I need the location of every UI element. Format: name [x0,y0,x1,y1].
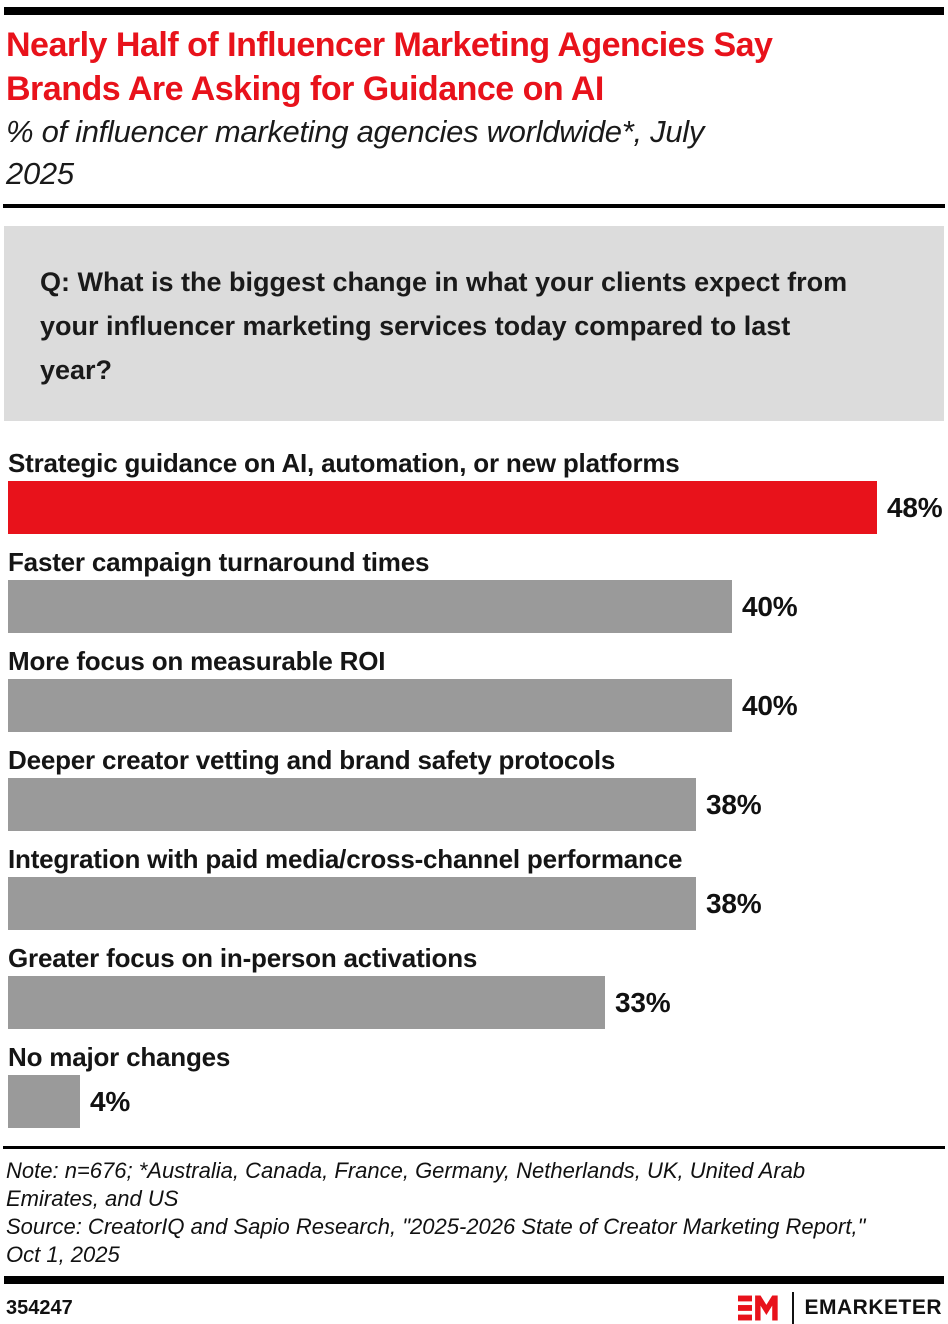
header: Nearly Half of Influencer Marketing Agen… [6,23,942,195]
bar [8,481,877,534]
bar-value-label: 38% [706,887,762,919]
footer-rule [4,1276,944,1284]
bar-track: 38% [8,778,940,831]
emarketer-monogram-icon [738,1295,779,1321]
source-line-2: Oct 1, 2025 [6,1242,120,1267]
top-rule [4,7,944,15]
subtitle-line-2: 2025 [6,156,74,191]
chart-row: More focus on measurable ROI 40% [8,645,940,732]
bar-track: 40% [8,580,940,633]
header-rule [3,204,945,208]
page-title: Nearly Half of Influencer Marketing Agen… [6,23,942,111]
bar [8,976,605,1029]
bar-track: 38% [8,877,940,930]
footnote: Note: n=676; *Australia, Canada, France,… [6,1157,942,1269]
bar [8,778,696,831]
bar [8,580,732,633]
note-line-2: Emirates, and US [6,1186,179,1211]
bar-category-label: Greater focus on in-person activations [8,943,478,973]
bar-value-label: 40% [742,590,798,622]
bar [8,679,732,732]
footnote-rule [3,1146,945,1149]
bar-category-label: More focus on measurable ROI [8,646,386,676]
bar-track: 40% [8,679,940,732]
bar-category-label: No major changes [8,1042,231,1072]
bar [8,877,696,930]
subtitle-line-1: % of influencer marketing agencies world… [6,114,705,149]
bar-value-label: 33% [615,986,671,1018]
bar-chart: Strategic guidance on AI, automation, or… [8,447,943,1128]
bar-category-label: Deeper creator vetting and brand safety … [8,745,616,775]
bar [8,1075,80,1128]
bar-value-label: 48% [887,491,943,523]
bar-category-label: Strategic guidance on AI, automation, or… [8,448,680,478]
bar-value-label: 40% [742,689,798,721]
chart-row: Faster campaign turnaround times 40% [8,546,940,633]
source-line-1: Source: CreatorIQ and Sapio Research, "2… [6,1214,866,1239]
bar-value-label: 4% [90,1085,131,1117]
question-line-2: your influencer marketing services today… [40,311,791,341]
chart-row: Greater focus on in-person activations 33… [8,942,940,1029]
note-line-1: Note: n=676; *Australia, Canada, France,… [6,1158,806,1183]
brand-name: EMARKETER [804,1296,942,1319]
chart-id: 354247 [6,1296,73,1319]
chart-row: Strategic guidance on AI, automation, or… [8,447,943,534]
title-line-2: Brands Are Asking for Guidance on AI [6,70,604,108]
chart-row: Deeper creator vetting and brand safety … [8,744,940,831]
bar-category-label: Integration with paid media/cross-channe… [8,844,683,874]
bar-track: 48% [8,481,943,534]
chart-row: Integration with paid media/cross-channe… [8,843,940,930]
question-line-3: year? [40,355,113,385]
bar-track: 33% [8,976,940,1029]
survey-question-box: Q: What is the biggest change in what yo… [4,226,944,421]
bar-value-label: 38% [706,788,762,820]
chart-subtitle: % of influencer marketing agencies world… [6,111,942,195]
title-line-1: Nearly Half of Influencer Marketing Agen… [6,26,773,64]
footer: 354247 EMARKETER [6,1292,942,1324]
bar-track: 4% [8,1075,940,1128]
question-line-1: Q: What is the biggest change in what yo… [40,267,848,297]
brand-logo: EMARKETER [738,1292,942,1324]
chart-row: No major changes 4% [8,1041,940,1128]
brand-divider [792,1292,795,1324]
bar-category-label: Faster campaign turnaround times [8,547,430,577]
